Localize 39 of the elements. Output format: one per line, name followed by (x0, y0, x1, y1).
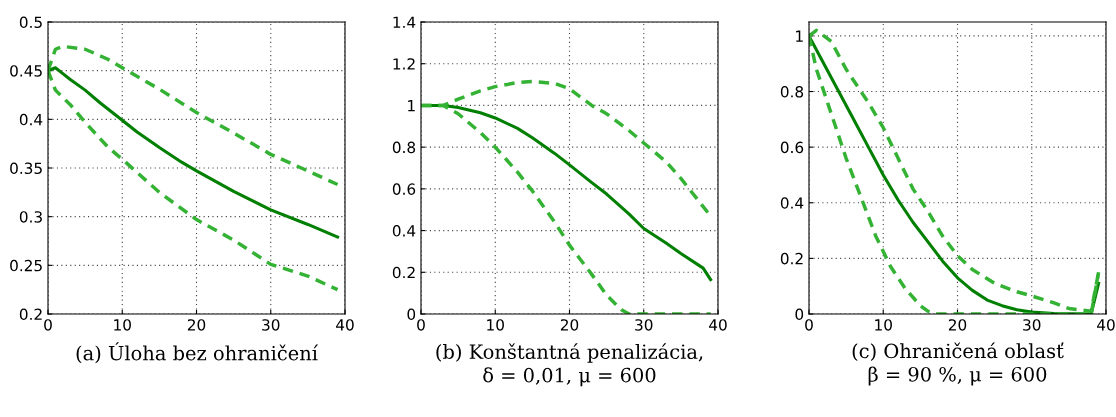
y-tick-label: 0.6 (392, 183, 416, 195)
y-tick-label: 1.2 (393, 58, 415, 70)
x-tick-label: 40 (336, 319, 354, 331)
y-tick-label: 0.25 (10, 259, 42, 272)
y-tick-label: 0.8 (392, 141, 416, 154)
y-tick-label: 0 (795, 308, 804, 321)
y-tick-label: 1 (796, 30, 803, 42)
y-tick-label: 0.5 (19, 16, 42, 29)
x-tick-label: 40 (1097, 319, 1115, 331)
y-tick-label: 0.45 (10, 65, 42, 77)
y-tick-label: 0.2 (19, 308, 42, 321)
x-tick-label: 0 (805, 319, 813, 331)
x-tick-label: 30 (635, 319, 653, 331)
y-tick-label: 0.4 (19, 113, 43, 126)
x-tick-label: 10 (114, 319, 131, 331)
y-tick-label: 1.4 (393, 16, 416, 28)
x-tick-label: 30 (1023, 319, 1041, 331)
y-tick-label: 0.3 (19, 211, 42, 223)
x-tick-label: 10 (487, 319, 504, 331)
y-tick-label: 0.2 (780, 252, 803, 265)
y-tick-label: 0.6 (780, 141, 804, 154)
x-tick-label: 0 (44, 319, 52, 331)
y-tick-label: 0.2 (392, 266, 415, 279)
y-tick-label: 1 (408, 100, 415, 112)
x-tick-label: 40 (709, 319, 727, 331)
y-tick-label: 0.4 (780, 197, 804, 209)
x-tick-label: 20 (560, 319, 579, 331)
x-tick-label: 0 (417, 319, 425, 331)
text: (a) Úloha bez ohraničení (76, 342, 319, 364)
y-tick-label: 0.8 (780, 85, 804, 98)
x-tick-label: 20 (187, 319, 206, 331)
x-tick-label: 20 (948, 319, 967, 331)
x-tick-label: 30 (262, 319, 280, 331)
x-tick-label: 10 (875, 319, 892, 331)
y-tick-label: 0.4 (392, 225, 416, 237)
text: (b) Konštantná penalizácia, δ = 0,01, μ = 600 (436, 343, 703, 387)
y-tick-label: 0 (407, 308, 416, 321)
text: (c) Ohraničená oblasť β = 90 %, μ = 600 (852, 342, 1064, 386)
y-tick-label: 0.35 (10, 162, 42, 175)
